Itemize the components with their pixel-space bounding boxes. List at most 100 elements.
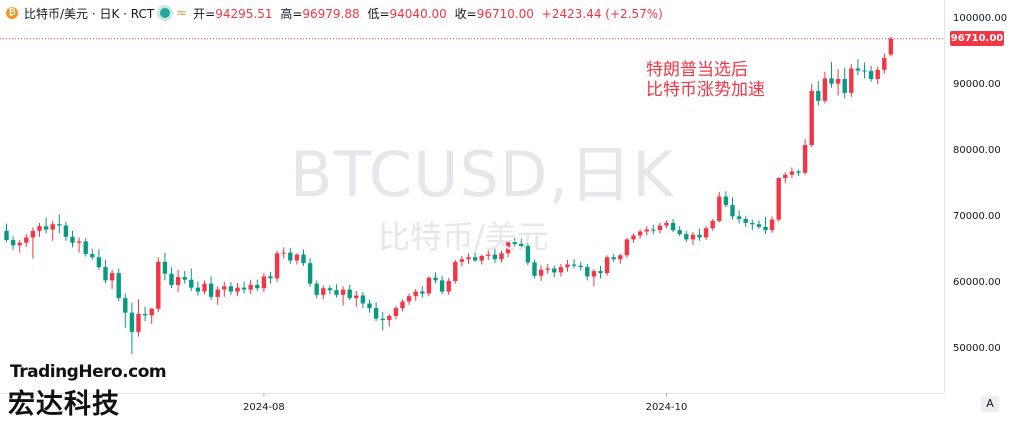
candle-body (83, 241, 88, 254)
annotation-line-1: 特朗普当选后 (646, 60, 748, 80)
candle-body (809, 90, 814, 146)
candle-body (123, 298, 128, 313)
candle-body (571, 264, 577, 266)
candle-body (307, 263, 313, 284)
candle-body (459, 259, 465, 262)
candle-body (657, 225, 663, 231)
candle-body (816, 90, 821, 101)
candle-body (393, 308, 399, 316)
candle-body (466, 257, 471, 260)
candle-body (373, 308, 379, 319)
candle-body (756, 224, 762, 227)
x-tick-label: 2024-10 (646, 402, 688, 413)
candle-body (17, 242, 22, 246)
candle-body (142, 314, 148, 316)
candle-body (519, 244, 524, 247)
auto-scale-button[interactable]: A (981, 396, 999, 412)
candle-body (644, 229, 649, 232)
candle-body (598, 271, 603, 274)
candle-body (294, 254, 300, 261)
candle-body (545, 268, 550, 270)
candle-body (802, 145, 808, 173)
watermark-symbol: BTCUSD,日K (290, 138, 674, 211)
candle-body (30, 230, 36, 238)
candle-body (710, 220, 715, 229)
candle-body (525, 246, 531, 263)
candle-body (875, 69, 880, 80)
close-label: 收= (454, 6, 477, 21)
candle-body (10, 240, 16, 246)
candle-body (736, 216, 742, 219)
y-tick-label: 50000.00 (953, 343, 1001, 354)
candle-body (57, 224, 62, 226)
candle-body (796, 171, 801, 173)
candle-body (479, 255, 484, 261)
x-tick-label: 2024-08 (243, 402, 285, 413)
candle-body (677, 230, 682, 235)
candle-body (24, 237, 29, 243)
candle-body (406, 296, 412, 302)
candle-body (433, 277, 438, 281)
candle-body (156, 261, 161, 309)
candle-body (472, 257, 478, 261)
candle-body (136, 314, 141, 332)
candle-body (492, 254, 498, 260)
wave-indicator-icon[interactable]: ≈ (176, 5, 188, 21)
candle-body (281, 252, 286, 254)
candle-body (723, 196, 729, 206)
candle-body (624, 239, 630, 256)
candle-body (882, 57, 887, 70)
candle-body (862, 70, 867, 72)
candle-body (222, 286, 227, 290)
candle-body (446, 281, 451, 292)
candle-body (248, 284, 253, 290)
open-value: 94295.51 (215, 6, 273, 21)
candle-body (697, 234, 702, 238)
candle-body (215, 289, 220, 297)
candle-body (354, 295, 359, 299)
candle-body (664, 222, 669, 226)
candle-body (367, 303, 372, 309)
candle-body (690, 234, 696, 240)
y-tick-label: 90000.00 (953, 79, 1001, 90)
candle-body (789, 171, 795, 175)
candle-body (439, 280, 445, 292)
y-tick-label: 70000.00 (953, 211, 1001, 222)
candle-body (43, 226, 49, 230)
candle-body (175, 277, 181, 285)
candle-body (274, 253, 280, 279)
candle-body (631, 235, 636, 240)
y-tick-label: 60000.00 (953, 277, 1001, 288)
candle-body (380, 318, 385, 320)
candle-body (822, 78, 828, 101)
candle-body (532, 262, 537, 276)
candle-body (670, 222, 676, 231)
candle-body (189, 279, 194, 288)
company-name: 宏达科技 (8, 389, 120, 420)
candle-body (637, 231, 643, 236)
candle-body (730, 205, 735, 217)
candle-body (703, 228, 709, 238)
candle-body (763, 226, 768, 231)
candle-body (499, 253, 504, 260)
candle-body (4, 230, 9, 241)
candle-body (182, 277, 187, 280)
candle-body (829, 78, 834, 84)
candle-body (618, 255, 623, 260)
candle-body (241, 287, 247, 290)
candle-body (103, 267, 108, 281)
candle-body (888, 38, 894, 55)
candle-body (684, 234, 689, 240)
candle-body (743, 218, 748, 223)
candle-body (76, 241, 82, 243)
candle-body (578, 265, 583, 268)
candle-body (96, 257, 102, 268)
candle-body (129, 312, 135, 332)
candle-body (202, 283, 207, 292)
candle-body (835, 79, 841, 84)
candle-body (360, 295, 366, 304)
candle-body (868, 71, 874, 80)
symbol-title[interactable]: 比特币/美元 · 日K · RCT (24, 6, 155, 21)
candle-body (855, 68, 861, 71)
